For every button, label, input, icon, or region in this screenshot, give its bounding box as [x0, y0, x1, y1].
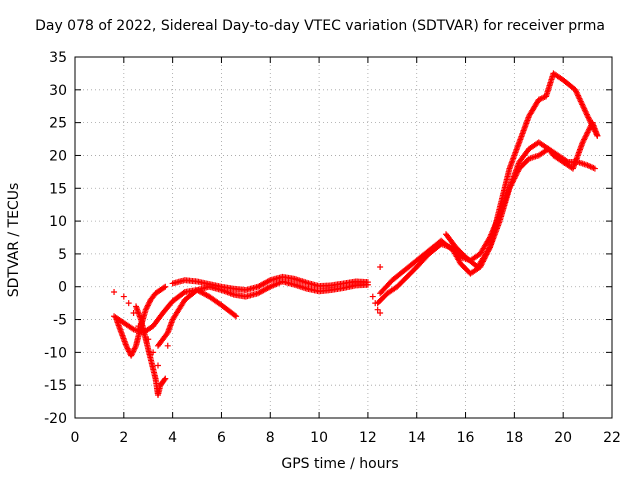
x-tick-label: 8	[266, 430, 275, 446]
data-point	[180, 289, 187, 296]
x-tick-label: 2	[119, 430, 128, 446]
y-tick-label: 10	[49, 214, 67, 230]
axes: 0 2 4 6 8 10 12 14 16 18 20 22 -20 -15 -10 -5 0 5 10 15 20 25…	[44, 50, 621, 446]
y-tick-label: 0	[58, 280, 67, 296]
data-point	[125, 300, 132, 307]
data-point	[161, 376, 168, 383]
data-point	[154, 362, 161, 369]
data-point	[594, 132, 601, 139]
y-tick-label: 15	[49, 181, 67, 197]
x-tick-label: 0	[71, 430, 80, 446]
data-point	[161, 284, 168, 291]
x-tick-label: 18	[505, 430, 523, 446]
data-point	[120, 293, 127, 300]
chart-title: Day 078 of 2022, Sidereal Day-to-day VTE…	[35, 18, 605, 34]
plot-frame	[74, 56, 613, 419]
data-point	[265, 277, 272, 284]
data-point	[130, 309, 137, 316]
y-tick-label: 25	[49, 116, 67, 132]
data-point	[111, 288, 118, 295]
y-tick-label: -5	[53, 313, 67, 329]
y-tick-label: -10	[44, 345, 67, 361]
data-point	[162, 283, 169, 290]
data-point	[364, 279, 371, 286]
y-tick-label: 20	[49, 148, 67, 164]
data-point	[369, 293, 376, 300]
y-axis-label: SDTVAR / TECUs	[6, 182, 22, 298]
x-tick-label: 16	[457, 430, 475, 446]
data-point	[233, 313, 240, 320]
x-tick-label: 6	[217, 430, 226, 446]
data-point	[192, 287, 199, 294]
data-point	[374, 306, 381, 313]
data-point	[377, 309, 384, 316]
data-point	[591, 165, 598, 172]
x-tick-label: 12	[359, 430, 377, 446]
y-tick-label: 30	[49, 83, 67, 99]
data-point	[377, 264, 384, 271]
y-tick-label: -15	[44, 378, 67, 394]
data-point	[265, 284, 272, 291]
x-tick-label: 14	[408, 430, 426, 446]
x-tick-label: 4	[168, 430, 177, 446]
data-point	[145, 336, 152, 343]
data-point	[129, 325, 136, 332]
data-point	[231, 312, 238, 319]
data-point	[372, 300, 379, 307]
x-tick-label: 10	[310, 430, 328, 446]
x-tick-label: 20	[554, 430, 572, 446]
data-point	[150, 349, 157, 356]
x-axis-label: GPS time / hours	[281, 456, 399, 472]
data-point	[162, 375, 169, 382]
data-point	[135, 323, 142, 330]
y-tick-label: 35	[49, 50, 67, 66]
y-tick-label: -20	[44, 411, 67, 427]
data-point	[164, 342, 171, 349]
x-tick-label: 22	[603, 430, 621, 446]
data-marks	[111, 70, 601, 399]
y-tick-label: 5	[58, 247, 67, 263]
